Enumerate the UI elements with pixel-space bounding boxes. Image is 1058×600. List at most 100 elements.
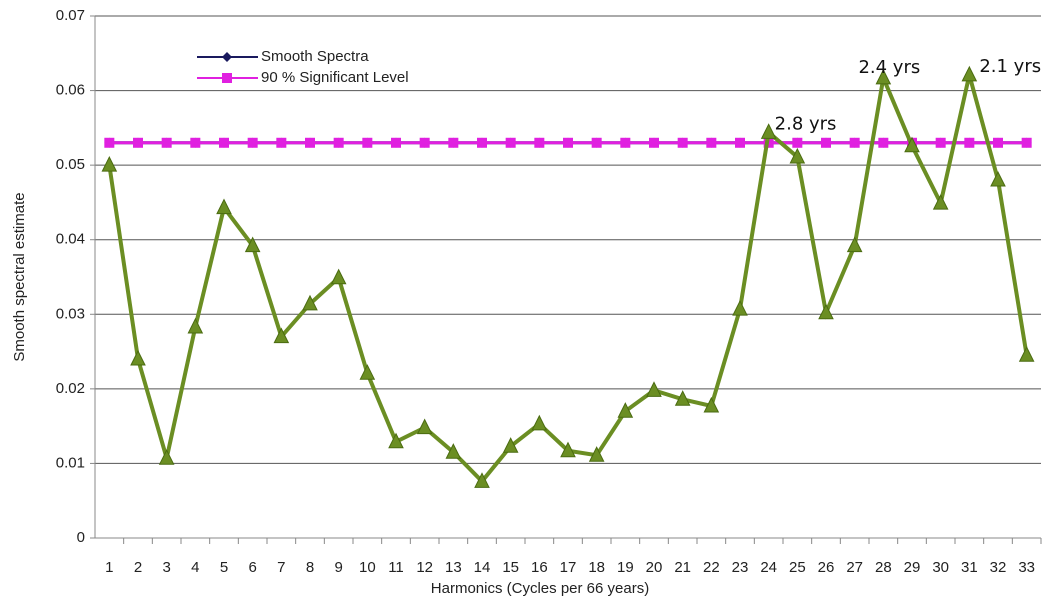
x-tick-label: 7 xyxy=(277,559,285,576)
data-point xyxy=(849,137,860,148)
data-point xyxy=(591,137,602,148)
y-tick-label: 0.02 xyxy=(56,380,85,397)
data-point xyxy=(932,194,949,210)
x-tick-label: 27 xyxy=(846,559,863,576)
data-point xyxy=(990,170,1006,187)
legend-marker xyxy=(222,73,232,83)
x-tick-label: 1 xyxy=(105,559,113,576)
data-point xyxy=(878,137,889,148)
y-tick-label: 0.01 xyxy=(56,454,85,471)
x-tick-label: 23 xyxy=(732,559,749,576)
x-tick-label: 26 xyxy=(818,559,835,576)
data-point xyxy=(964,137,975,148)
data-point xyxy=(935,137,946,148)
x-tick-label: 24 xyxy=(760,559,777,576)
x-tick-label: 12 xyxy=(416,559,433,576)
x-tick-label: 9 xyxy=(334,559,342,576)
x-tick-label: 22 xyxy=(703,559,720,576)
x-tick-label: 28 xyxy=(875,559,892,576)
data-point xyxy=(789,147,806,164)
data-point xyxy=(617,402,634,418)
data-point xyxy=(359,364,376,380)
data-point xyxy=(821,137,831,148)
legend-marker xyxy=(222,52,232,62)
data-point xyxy=(276,137,287,148)
x-tick-label: 25 xyxy=(789,559,806,576)
data-point xyxy=(677,137,688,148)
data-point xyxy=(993,137,1003,148)
data-point xyxy=(474,472,490,488)
x-tick-label: 29 xyxy=(904,559,921,576)
series xyxy=(101,65,1035,488)
data-point xyxy=(219,137,229,148)
data-point xyxy=(333,137,344,148)
x-tick-label: 4 xyxy=(191,559,199,576)
annotation: 2.4 yrs xyxy=(858,57,920,78)
data-point xyxy=(416,418,433,435)
x-tick-label: 16 xyxy=(531,559,548,576)
x-axis-label: Harmonics (Cycles per 66 years) xyxy=(431,580,649,597)
data-point xyxy=(588,446,605,462)
x-tick-label: 2 xyxy=(134,559,142,576)
data-point xyxy=(244,236,261,253)
data-point xyxy=(649,137,659,148)
data-point xyxy=(273,327,290,344)
data-point xyxy=(961,65,978,82)
x-tick-label: 15 xyxy=(502,559,519,576)
y-tick-label: 0.04 xyxy=(56,231,85,248)
series xyxy=(104,137,1032,148)
y-tick-label: 0.03 xyxy=(56,305,85,322)
data-point xyxy=(305,137,315,148)
data-point xyxy=(391,137,401,148)
x-tick-label: 3 xyxy=(162,559,170,576)
x-tick-label: 30 xyxy=(932,559,949,576)
legend-label: 90 % Significant Level xyxy=(261,69,409,86)
data-point xyxy=(1018,346,1035,362)
data-point xyxy=(875,68,892,85)
y-tick-label: 0.05 xyxy=(56,156,85,173)
data-point xyxy=(302,294,318,311)
x-tick-label: 5 xyxy=(220,559,228,576)
data-point xyxy=(560,441,576,458)
data-point xyxy=(846,236,863,253)
x-tick-label: 31 xyxy=(961,559,978,576)
data-point xyxy=(735,137,745,148)
data-point xyxy=(674,390,691,406)
data-point xyxy=(101,156,118,172)
data-point xyxy=(362,137,373,148)
x-tick-label: 33 xyxy=(1018,559,1035,576)
annotation: 2.8 yrs xyxy=(775,113,837,134)
x-tick-label: 11 xyxy=(388,559,404,576)
data-point xyxy=(247,137,258,148)
x-tick-label: 21 xyxy=(674,559,691,576)
data-point xyxy=(419,137,430,148)
data-point xyxy=(502,437,519,453)
x-tick-label: 19 xyxy=(617,559,634,576)
x-tick-label: 17 xyxy=(560,559,577,576)
data-point xyxy=(732,299,748,316)
x-tick-label: 14 xyxy=(474,559,491,576)
data-point xyxy=(330,268,347,285)
data-point xyxy=(130,349,146,366)
data-point xyxy=(445,443,462,459)
x-tick-label: 13 xyxy=(445,559,462,576)
data-point xyxy=(706,137,717,148)
annotation: 2.1 yrs xyxy=(979,56,1041,77)
y-tick-label: 0 xyxy=(77,529,85,546)
x-tick-label: 20 xyxy=(646,559,663,576)
data-point xyxy=(161,137,172,148)
data-point xyxy=(477,137,487,148)
data-point xyxy=(133,137,143,148)
y-tick-label: 0.06 xyxy=(56,82,85,99)
data-point xyxy=(620,137,631,148)
data-point xyxy=(190,137,201,148)
y-tick-label: 0.07 xyxy=(56,7,85,24)
y-axis-label: Smooth spectral estimate xyxy=(11,192,28,361)
x-tick-label: 6 xyxy=(248,559,256,576)
data-point xyxy=(1021,137,1032,148)
data-point xyxy=(703,396,720,413)
x-tick-label: 10 xyxy=(359,559,376,576)
x-tick-label: 18 xyxy=(588,559,605,576)
data-point xyxy=(158,449,175,465)
